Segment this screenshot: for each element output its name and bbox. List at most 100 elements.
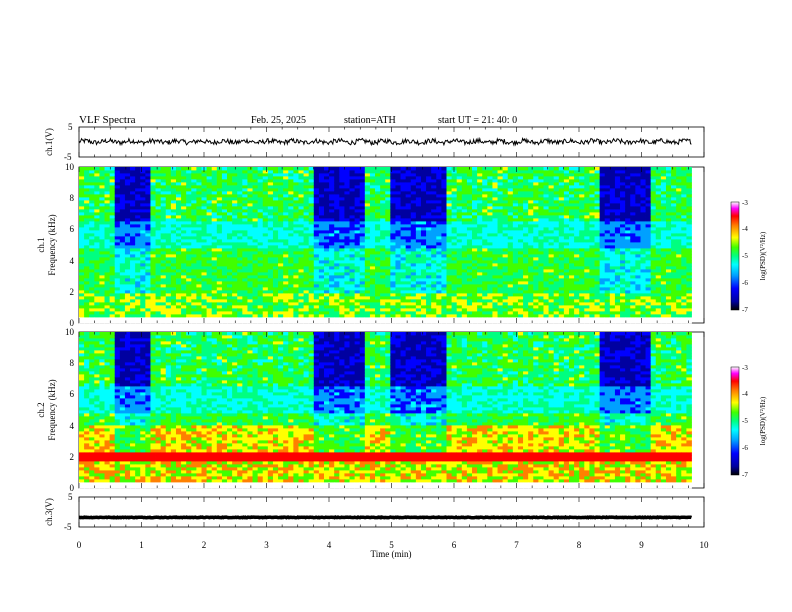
- spectrogram-cell: [303, 317, 310, 321]
- spectrogram-cell: [308, 254, 315, 258]
- spectrogram-cell: [155, 242, 162, 246]
- spectrogram-cell: [186, 179, 192, 183]
- spectrogram-cell: [375, 206, 381, 210]
- spectrogram-cell: [135, 245, 141, 249]
- spectrogram-cell: [206, 185, 213, 189]
- spectrogram-cell: [104, 233, 111, 237]
- spectrogram-cell: [237, 212, 243, 216]
- spectrogram-cell: [456, 221, 463, 225]
- spectrogram-cell: [114, 203, 121, 207]
- spectrogram-cell: [395, 236, 401, 240]
- spectrogram-cell: [410, 260, 417, 264]
- spectrogram-cell: [410, 230, 417, 234]
- spectrogram-cell: [109, 263, 116, 267]
- spectrogram-cell: [221, 170, 228, 174]
- spectrogram-cell: [221, 254, 228, 258]
- spectrogram-cell: [89, 290, 95, 294]
- spectrogram-cell: [130, 317, 136, 321]
- spectrogram-cell: [523, 221, 529, 225]
- spectrogram-cell: [165, 254, 172, 258]
- spectrogram-cell: [196, 296, 202, 300]
- spectrogram-cell: [410, 182, 417, 186]
- spectrogram-cell: [334, 215, 340, 219]
- spectrogram-cell: [502, 260, 509, 264]
- spectrogram-cell: [482, 224, 488, 228]
- spectrogram-cell: [375, 182, 381, 186]
- spectrogram-cell: [257, 275, 264, 279]
- spectrogram-cell: [232, 197, 238, 201]
- spectrogram-cell: [79, 317, 85, 321]
- spectrogram-cell: [538, 269, 544, 273]
- spectrogram-cell: [426, 209, 432, 213]
- spectrogram-cell: [283, 293, 289, 297]
- spectrogram-cell: [517, 194, 524, 198]
- spectrogram-cell: [201, 278, 207, 282]
- spectrogram-cell: [523, 233, 529, 237]
- spectrogram-cell: [385, 200, 391, 204]
- spectrogram-cell: [466, 206, 473, 210]
- spectrogram-cell: [543, 302, 549, 306]
- spectrogram-cell: [201, 302, 207, 306]
- spectrogram-cell: [431, 272, 437, 276]
- spectrogram-cell: [272, 302, 279, 306]
- spectrogram-cell: [441, 230, 447, 234]
- spectrogram-cell: [385, 206, 391, 210]
- spectrogram-cell: [242, 188, 248, 192]
- spectrogram-cell: [482, 290, 488, 294]
- spectrogram-cell: [395, 176, 401, 180]
- spectrogram-cell: [415, 269, 422, 273]
- spectrogram-cell: [201, 305, 207, 309]
- spectrogram-cell: [517, 293, 524, 297]
- spectrogram-cell: [288, 242, 294, 246]
- spectrogram-cell: [140, 224, 146, 228]
- spectrogram-cell: [160, 314, 167, 318]
- spectrogram-cell: [318, 293, 325, 297]
- spectrogram-cell: [415, 284, 422, 288]
- spectrogram-cell: [354, 239, 361, 243]
- spectrogram-cell: [181, 260, 187, 264]
- spectrogram-cell: [415, 218, 422, 222]
- spectrogram-cell: [79, 242, 85, 246]
- spectrogram-cell: [94, 317, 100, 321]
- spectrogram-cell: [278, 203, 284, 207]
- spectrogram-cell: [247, 293, 253, 297]
- spectrogram-cell: [257, 287, 264, 291]
- spectrogram-cell: [165, 179, 172, 183]
- spectrogram-cell: [410, 167, 417, 171]
- spectrogram-cell: [420, 260, 427, 264]
- spectrogram-cell: [466, 308, 473, 312]
- spectrogram-cell: [267, 227, 274, 231]
- spectrogram-cell: [79, 245, 85, 249]
- spectrogram-cell: [181, 170, 187, 174]
- spectrogram-cell: [84, 167, 90, 171]
- spectrogram-cell: [482, 209, 488, 213]
- spectrogram-cell: [369, 257, 376, 261]
- spectrogram-cell: [497, 227, 504, 231]
- spectrogram-cell: [313, 257, 320, 261]
- spectrogram-cell: [262, 185, 269, 189]
- spectrogram-cell: [84, 311, 90, 315]
- spectrogram-cell: [252, 245, 259, 249]
- spectrogram-cell: [298, 260, 304, 264]
- spectrogram-cell: [497, 272, 504, 276]
- spectrogram-cell: [400, 227, 407, 231]
- spectrogram-cell: [216, 227, 223, 231]
- spectrogram-cell: [318, 182, 325, 186]
- spectrogram-cell: [130, 320, 136, 324]
- spectrogram-cell: [375, 254, 381, 258]
- spectrogram-cell: [278, 284, 284, 288]
- spectrogram-cell: [390, 281, 396, 285]
- spectrogram-cell: [308, 224, 315, 228]
- spectrogram-cell: [216, 257, 223, 261]
- spectrogram-cell: [385, 212, 391, 216]
- spectrogram-cell: [334, 257, 340, 261]
- spectrogram-cell: [170, 206, 177, 210]
- spectrogram-cell: [431, 287, 437, 291]
- spectrogram-cell: [543, 296, 549, 300]
- spectrogram-cell: [109, 170, 116, 174]
- spectrogram-cell: [507, 170, 514, 174]
- spectrogram-cell: [461, 281, 468, 285]
- spectrogram-cell: [461, 299, 468, 303]
- spectrogram-cell: [201, 269, 207, 273]
- spectrogram-cell: [293, 314, 299, 318]
